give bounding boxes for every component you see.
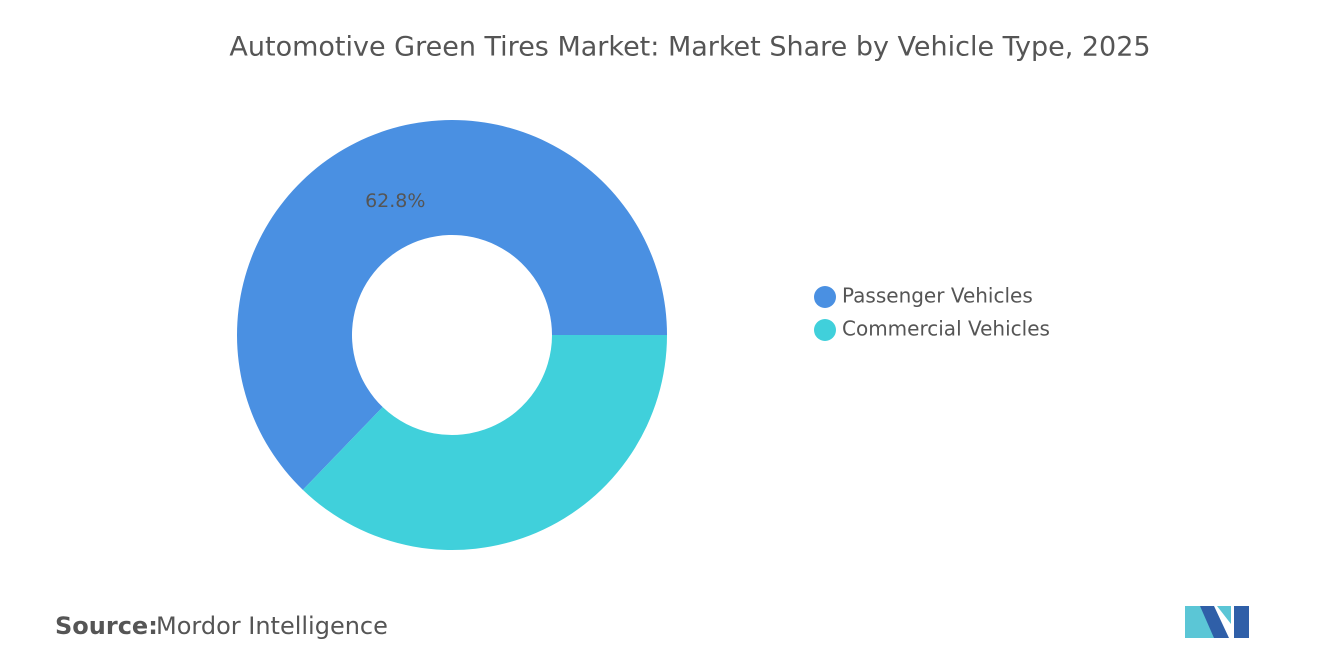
chart-title: Automotive Green Tires Market: Market Sh… — [229, 32, 1150, 63]
slice — [302, 335, 667, 551]
source-label: Source: — [55, 612, 158, 640]
legend-marker — [814, 319, 836, 341]
data-label: 62.8% — [365, 190, 425, 212]
legend-marker — [814, 286, 836, 308]
legend-label: Passenger Vehicles — [842, 284, 1033, 308]
donut — [236, 120, 667, 551]
legend-label: Commercial Vehicles — [842, 317, 1050, 341]
logo — [1185, 606, 1249, 638]
source-text: Mordor Intelligence — [156, 612, 388, 640]
slice — [236, 120, 667, 490]
legend: Passenger Vehicles Commercial Vehicles — [814, 284, 1050, 341]
